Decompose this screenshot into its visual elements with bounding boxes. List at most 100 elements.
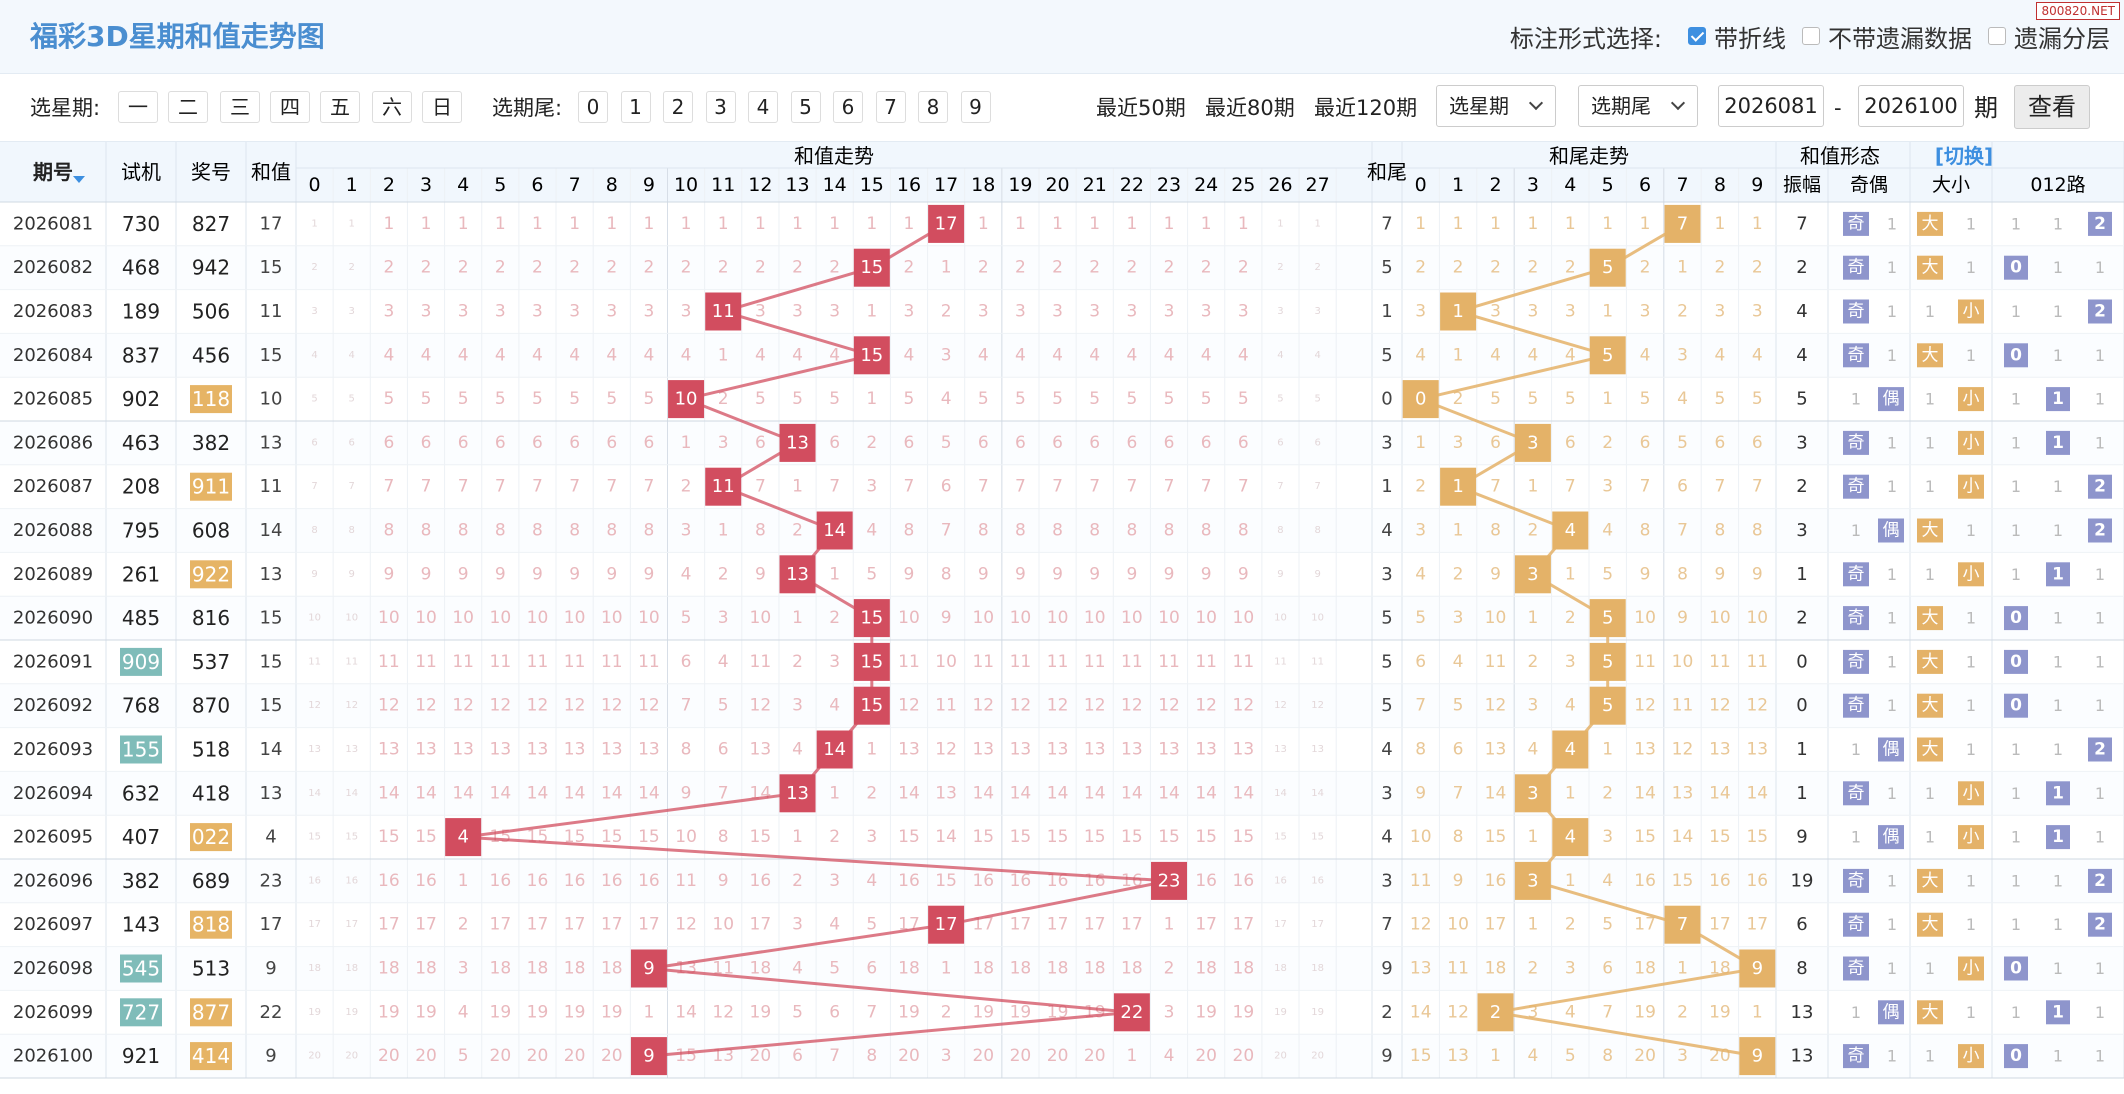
big-omission: 1 <box>1925 1047 1935 1066</box>
sum-omission: 5 <box>718 696 729 716</box>
sum-omission: 7 <box>383 477 394 497</box>
tail-marker-value: 1 <box>1452 301 1463 322</box>
sum-omission: 1 <box>829 214 840 234</box>
checkbox-no-miss-data[interactable] <box>1802 27 1820 45</box>
sum-omission: 7 <box>829 477 840 497</box>
sort-down-icon <box>73 176 85 183</box>
sum-omission: 17 <box>564 915 586 935</box>
tail-omission: 7 <box>1565 477 1576 497</box>
tail-chip-3[interactable]: 3 <box>705 91 736 123</box>
odd-text: 奇 <box>1848 1046 1865 1066</box>
sum-omission: 13 <box>1047 740 1069 760</box>
tail-marker <box>1739 949 1776 988</box>
tail-omission: 1 <box>1565 564 1576 584</box>
tail-chip-2[interactable]: 2 <box>663 91 693 123</box>
sum-marker <box>779 774 816 813</box>
tail-omission: 2 <box>1527 959 1538 979</box>
odd-badge <box>1843 956 1869 981</box>
recent-120-link[interactable]: 最近120期 <box>1314 96 1418 120</box>
switch-link[interactable]: [切换] <box>1935 144 1993 168</box>
option-miss-layer-label[interactable]: 遗漏分层 <box>2014 24 2110 53</box>
weekday-chip-2[interactable]: 三 <box>220 91 260 123</box>
tail-chip-9[interactable]: 9 <box>960 91 991 123</box>
sum-omission: 19 <box>378 1002 400 1022</box>
sum-omission: 1 <box>978 214 989 234</box>
road-omission: 1 <box>2053 346 2063 365</box>
sum-omission: 13 <box>308 744 321 755</box>
sum-omission: 12 <box>378 696 400 716</box>
road-badge <box>2004 343 2028 368</box>
sum-omission: 10 <box>675 827 697 847</box>
tail-omission: 14 <box>1672 827 1694 847</box>
sum-omission: 13 <box>1158 740 1180 760</box>
header-trial: 试机 <box>121 160 161 184</box>
weekday-chip-4[interactable]: 五 <box>320 91 360 123</box>
small-badge <box>1958 562 1984 587</box>
sum-omission: 5 <box>941 433 952 453</box>
tail-omission: 13 <box>1634 740 1656 760</box>
sum-omission: 3 <box>532 302 543 322</box>
tail-omission: 19 <box>1634 1002 1656 1022</box>
sum-omission: 20 <box>1084 1046 1106 1066</box>
weekday-chip-5[interactable]: 六 <box>372 91 412 123</box>
sum-marker-value: 11 <box>712 301 735 322</box>
road-omission: 1 <box>2053 915 2063 934</box>
sum-omission: 11 <box>638 652 660 672</box>
recent-80-link[interactable]: 最近80期 <box>1205 96 1295 120</box>
sum-omission: 11 <box>1158 652 1180 672</box>
road-0: 0 <box>2010 959 2022 979</box>
sum-marker <box>928 204 965 243</box>
sum-omission: 15 <box>1274 832 1287 843</box>
tail-omission: 9 <box>1752 564 1763 584</box>
weekday-select[interactable]: 选星期 <box>1436 85 1556 127</box>
sum-omission: 6 <box>792 1046 803 1066</box>
tail-chip-5[interactable]: 5 <box>790 91 821 123</box>
weekday-chip-6[interactable]: 日 <box>422 91 462 123</box>
sum-marker-value: 14 <box>823 520 846 541</box>
row-sum: 17 <box>260 914 283 935</box>
tail-omission: 9 <box>1453 871 1464 891</box>
tail-chip-0[interactable]: 0 <box>578 91 608 123</box>
row-tail: 5 <box>1381 608 1392 629</box>
view-button[interactable]: 查看 <box>2014 85 2090 129</box>
tail-select[interactable]: 选期尾 <box>1578 85 1698 127</box>
odd-text: 奇 <box>1848 258 1865 278</box>
tail-chip-1[interactable]: 1 <box>620 91 651 123</box>
sum-omission: 9 <box>1164 564 1175 584</box>
from-issue-input[interactable]: 2026081 <box>1718 85 1824 127</box>
tail-omission: 3 <box>1453 608 1464 628</box>
tail-chip-7[interactable]: 7 <box>875 91 906 123</box>
tail-chip-4[interactable]: 4 <box>748 91 778 123</box>
road-2: 2 <box>2094 302 2106 322</box>
tail-chip-8[interactable]: 8 <box>918 91 948 123</box>
tail-chip-6[interactable]: 6 <box>833 91 863 123</box>
big-omission: 1 <box>1925 302 1935 321</box>
odd-text: 奇 <box>1848 783 1865 803</box>
sum-omission: 5 <box>755 389 766 409</box>
sum-omission: 20 <box>601 1046 623 1066</box>
sum-omission: 8 <box>1314 525 1320 536</box>
tail-omission: 11 <box>1672 696 1694 716</box>
weekday-chip-1[interactable]: 二 <box>168 91 208 123</box>
checkbox-miss-layer[interactable] <box>1988 27 2006 45</box>
sum-omission: 4 <box>1238 345 1249 365</box>
sum-omission: 18 <box>345 963 358 974</box>
sum-omission: 4 <box>383 345 394 365</box>
weekday-chip-0[interactable]: 一 <box>118 91 158 123</box>
row-prize: 513 <box>192 957 230 981</box>
sum-omission: 9 <box>644 564 655 584</box>
tail-marker <box>1589 642 1626 681</box>
sum-omission: 1 <box>383 214 394 234</box>
option-with-line-label[interactable]: 带折线 <box>1714 24 1786 53</box>
recent-50-link[interactable]: 最近50期 <box>1096 96 1186 120</box>
checkbox-with-line[interactable] <box>1688 27 1706 45</box>
option-no-miss-data-label[interactable]: 不带遗漏数据 <box>1828 24 1972 53</box>
to-issue-input[interactable]: 2026100 <box>1858 85 1964 127</box>
tail-omission: 11 <box>1485 652 1507 672</box>
header-sum-col-16: 16 <box>897 174 921 196</box>
sum-omission: 6 <box>829 433 840 453</box>
weekday-chip-3[interactable]: 四 <box>270 91 310 123</box>
sum-marker <box>779 423 816 462</box>
chevron-down-icon <box>1528 95 1544 111</box>
sum-omission: 20 <box>345 1051 358 1062</box>
